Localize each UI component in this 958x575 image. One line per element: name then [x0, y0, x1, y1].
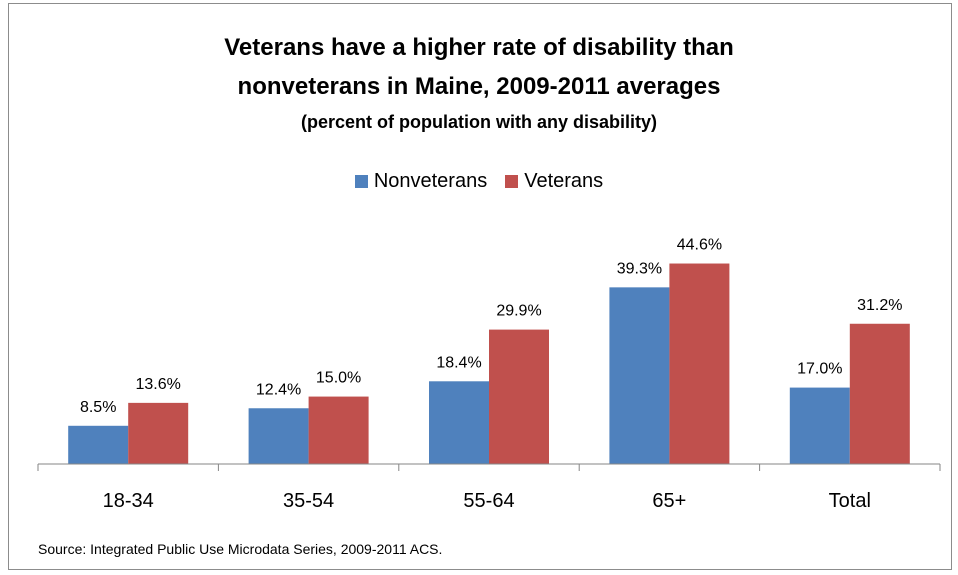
- bar-nonveterans-35-54: [248, 408, 309, 464]
- bar-nonveterans-65+: [609, 287, 670, 464]
- bar-nonveterans-18-34: [68, 425, 129, 464]
- data-label-veterans-65+: 44.6%: [677, 237, 722, 254]
- x-tick-label-65+: 65+: [652, 490, 686, 512]
- legend-swatch-veterans: [505, 175, 519, 188]
- bar-veterans-18-34: [128, 402, 189, 464]
- data-label-veterans-55-64: 29.9%: [496, 303, 541, 320]
- chart-title-line1: Veterans have a higher rate of disabilit…: [224, 34, 734, 61]
- data-label-veterans-35-54: 15.0%: [316, 370, 361, 387]
- legend-label-veterans: Veterans: [524, 170, 604, 192]
- data-label-nonveterans-Total: 17.0%: [797, 361, 842, 378]
- data-label-nonveterans-55-64: 18.4%: [436, 354, 481, 371]
- bar-veterans-55-64: [489, 329, 549, 464]
- data-label-nonveterans-35-54: 12.4%: [256, 381, 301, 398]
- chart-subtitle: (percent of population with any disabili…: [300, 112, 657, 132]
- bar-nonveterans-Total: [789, 387, 850, 464]
- bar-nonveterans-55-64: [429, 381, 489, 464]
- x-tick-label-18-34: 18-34: [103, 490, 154, 512]
- bar-veterans-65+: [669, 263, 730, 464]
- x-tick-label-Total: Total: [829, 490, 871, 512]
- source-note: Source: Integrated Public Use Microdata …: [38, 541, 443, 557]
- data-label-veterans-18-34: 13.6%: [136, 376, 181, 393]
- data-label-nonveterans-18-34: 8.5%: [80, 399, 116, 416]
- bar-veterans-35-54: [308, 396, 369, 464]
- chart-legend: Nonveterans Veterans: [0, 170, 958, 193]
- data-label-nonveterans-65+: 39.3%: [617, 260, 662, 277]
- bar-veterans-Total: [849, 323, 910, 464]
- chart-title-line2: nonveterans in Maine, 2009-2011 averages: [237, 73, 721, 100]
- chart-frame: [8, 3, 952, 570]
- x-tick-label-35-54: 35-54: [283, 490, 334, 512]
- legend-item-nonveterans: Nonveterans: [354, 170, 488, 193]
- legend-swatch-nonveterans: [354, 175, 368, 188]
- data-label-veterans-Total: 31.2%: [857, 297, 902, 314]
- x-tick-label-55-64: 55-64: [463, 490, 514, 512]
- legend-label-nonveterans: Nonveterans: [373, 170, 488, 192]
- legend-item-veterans: Veterans: [505, 170, 603, 193]
